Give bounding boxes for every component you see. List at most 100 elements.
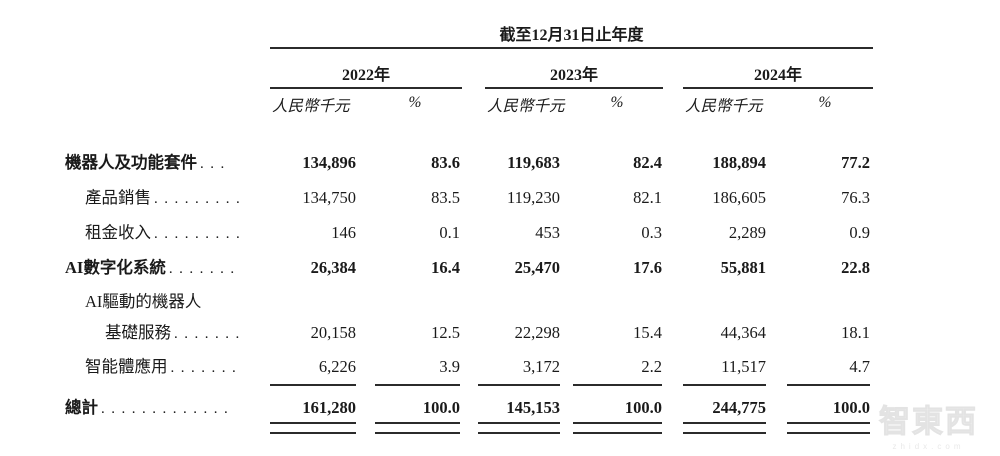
percent-2023: 15.4: [633, 323, 662, 342]
percent-2022: 83.5: [431, 188, 460, 207]
value-2022: 20,158: [310, 323, 356, 342]
total-percent-2023: 100.0: [624, 398, 662, 417]
percent-2024: 4.7: [849, 357, 870, 376]
table-row-basic-services: 基礎服務....... 20,158 12.5 22,298 15.4 44,3…: [0, 322, 1000, 344]
row-label-text: 基礎服務: [105, 323, 171, 342]
year-2022-rule: [270, 87, 462, 89]
leader-dots: .............: [101, 401, 235, 417]
total-double-rule: [478, 422, 560, 434]
value-2024: 55,881: [720, 258, 766, 277]
value-2022: 26,384: [310, 258, 356, 277]
percent-2022: 0.1: [439, 223, 460, 242]
row-label: 租金收入.........: [85, 222, 246, 245]
total-percent-2022: 100.0: [422, 398, 460, 417]
row-label-text: 智能體應用: [85, 357, 168, 376]
unit-header-2024: 人民幣千元: [685, 98, 763, 115]
total-value-2024: 244,775: [712, 398, 766, 417]
percent-2024: 76.3: [841, 188, 870, 207]
row-label: AI數字化系統.......: [65, 257, 241, 280]
leader-dots: .........: [154, 191, 247, 207]
leader-dots: .......: [168, 261, 241, 277]
watermark: 智東西 zhidx.com: [879, 396, 978, 452]
total-percent-2024: 100.0: [832, 398, 870, 417]
watermark-logo: 智東西: [879, 404, 978, 440]
row-label: 機器人及功能套件...: [65, 152, 231, 175]
row-label: 總計.............: [65, 397, 234, 420]
table-row-total: 總計............. 161,280 100.0 145,153 10…: [0, 397, 1000, 419]
row-label-text: 租金收入: [85, 223, 151, 242]
value-2023: 119,683: [507, 153, 560, 172]
unit-header-2023: 人民幣千元: [487, 98, 565, 115]
row-label-text: AI驅動的機器人: [85, 292, 202, 311]
value-2024: 186,605: [712, 188, 766, 207]
table-row-ai-digital-system: AI數字化系統....... 26,384 16.4 25,470 17.6 5…: [0, 257, 1000, 279]
table-row-rental-income: 租金收入......... 146 0.1 453 0.3 2,289 0.9: [0, 222, 1000, 244]
subtotal-rule: [478, 384, 560, 386]
percent-2022: 16.4: [431, 258, 460, 277]
row-label-text: AI數字化系統: [65, 258, 166, 277]
row-label: 基礎服務.......: [105, 322, 246, 345]
subtotal-rule: [573, 384, 662, 386]
percent-2024: 22.8: [841, 258, 870, 277]
value-2023: 3,172: [522, 357, 560, 376]
total-double-rule: [683, 422, 766, 434]
year-2022-header: 2022年: [341, 67, 390, 84]
value-2022: 6,226: [318, 357, 356, 376]
row-label: 產品銷售.........: [85, 187, 246, 210]
value-2022: 134,750: [302, 188, 356, 207]
header-rule: [270, 47, 873, 49]
table-row-ai-driven-robot-label: AI驅動的機器人: [0, 291, 1000, 313]
value-2023: 25,470: [514, 258, 560, 277]
percent-2024: 18.1: [841, 323, 870, 342]
percent-2022: 3.9: [439, 357, 460, 376]
total-double-rule: [573, 422, 662, 434]
percent-2024: 77.2: [841, 153, 870, 172]
subtotal-rule: [787, 384, 870, 386]
unit-header-2022: 人民幣千元: [272, 98, 350, 115]
percent-2023: 0.3: [641, 223, 662, 242]
leader-dots: .......: [174, 326, 246, 342]
watermark-url: zhidx.com: [892, 442, 965, 451]
table-row-product-sales: 產品銷售......... 134,750 83.5 119,230 82.1 …: [0, 187, 1000, 209]
percent-header-2023: %: [610, 94, 624, 111]
table-row-robots-and-kits: 機器人及功能套件... 134,896 83.6 119,683 82.4 18…: [0, 152, 1000, 174]
percent-header-2022: %: [408, 94, 422, 111]
percent-header-2024: %: [818, 94, 832, 111]
percent-2023: 2.2: [641, 357, 662, 376]
value-2023: 453: [535, 223, 560, 242]
leader-dots: ...: [200, 156, 231, 172]
value-2023: 22,298: [514, 323, 560, 342]
subtotal-rule: [270, 384, 356, 386]
value-2023: 119,230: [506, 188, 560, 207]
row-label: AI驅動的機器人: [85, 291, 201, 312]
value-2024: 188,894: [712, 153, 766, 172]
year-2023-header: 2023年: [549, 67, 598, 84]
row-label-text: 機器人及功能套件: [65, 153, 197, 172]
percent-2024: 0.9: [849, 223, 870, 242]
value-2024: 11,517: [721, 357, 766, 376]
period-header: 截至12月31日止年度: [499, 27, 644, 44]
year-2023-rule: [485, 87, 663, 89]
percent-2022: 83.6: [431, 153, 460, 172]
percent-2022: 12.5: [431, 323, 460, 342]
year-2024-rule: [683, 87, 873, 89]
total-double-rule: [375, 422, 460, 434]
row-label-text: 總計: [65, 398, 98, 417]
total-value-2022: 161,280: [302, 398, 356, 417]
percent-2023: 82.4: [633, 153, 662, 172]
subtotal-rule: [375, 384, 460, 386]
year-2024-header: 2024年: [753, 67, 802, 84]
leader-dots: .........: [154, 226, 247, 242]
leader-dots: .......: [170, 360, 243, 376]
subtotal-rule: [683, 384, 766, 386]
value-2024: 2,289: [728, 223, 766, 242]
table-row-agent-applications: 智能體應用....... 6,226 3.9 3,172 2.2 11,517 …: [0, 356, 1000, 378]
row-label: 智能體應用.......: [85, 356, 242, 379]
total-double-rule: [270, 422, 356, 434]
value-2022: 146: [331, 223, 356, 242]
row-label-text: 產品銷售: [85, 188, 151, 207]
percent-2023: 82.1: [633, 188, 662, 207]
value-2022: 134,896: [302, 153, 356, 172]
total-double-rule: [787, 422, 870, 434]
